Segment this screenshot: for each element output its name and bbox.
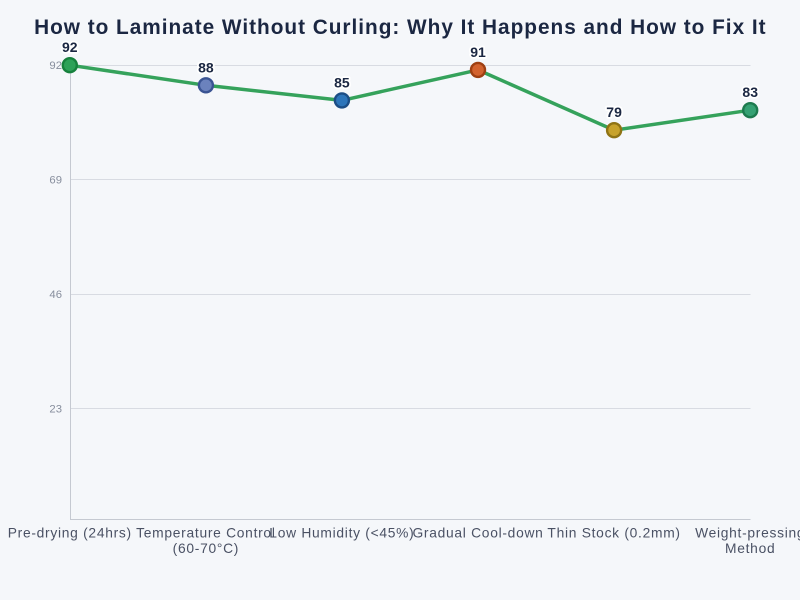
svg-text:Method: Method: [725, 541, 775, 556]
svg-text:88: 88: [198, 59, 214, 75]
svg-text:Temperature Control: Temperature Control: [136, 526, 275, 541]
svg-text:How to Laminate Without Curlin: How to Laminate Without Curling: Why It …: [34, 16, 766, 39]
svg-text:79: 79: [606, 104, 622, 120]
svg-text:23: 23: [49, 403, 62, 415]
svg-text:69: 69: [49, 175, 62, 187]
svg-text:Gradual Cool-down: Gradual Cool-down: [412, 526, 543, 541]
svg-text:Low Humidity (<45%): Low Humidity (<45%): [269, 526, 414, 541]
svg-text:85: 85: [334, 74, 350, 90]
svg-text:92: 92: [62, 39, 78, 55]
svg-text:Thin Stock (0.2mm): Thin Stock (0.2mm): [547, 526, 680, 541]
svg-text:91: 91: [470, 44, 486, 60]
svg-text:46: 46: [49, 289, 62, 301]
svg-text:Weight-pressing: Weight-pressing: [695, 526, 800, 541]
svg-text:92: 92: [49, 60, 62, 72]
svg-text:83: 83: [742, 84, 758, 100]
svg-text:Pre-drying (24hrs): Pre-drying (24hrs): [8, 526, 132, 541]
svg-text:(60-70°C): (60-70°C): [173, 541, 239, 556]
